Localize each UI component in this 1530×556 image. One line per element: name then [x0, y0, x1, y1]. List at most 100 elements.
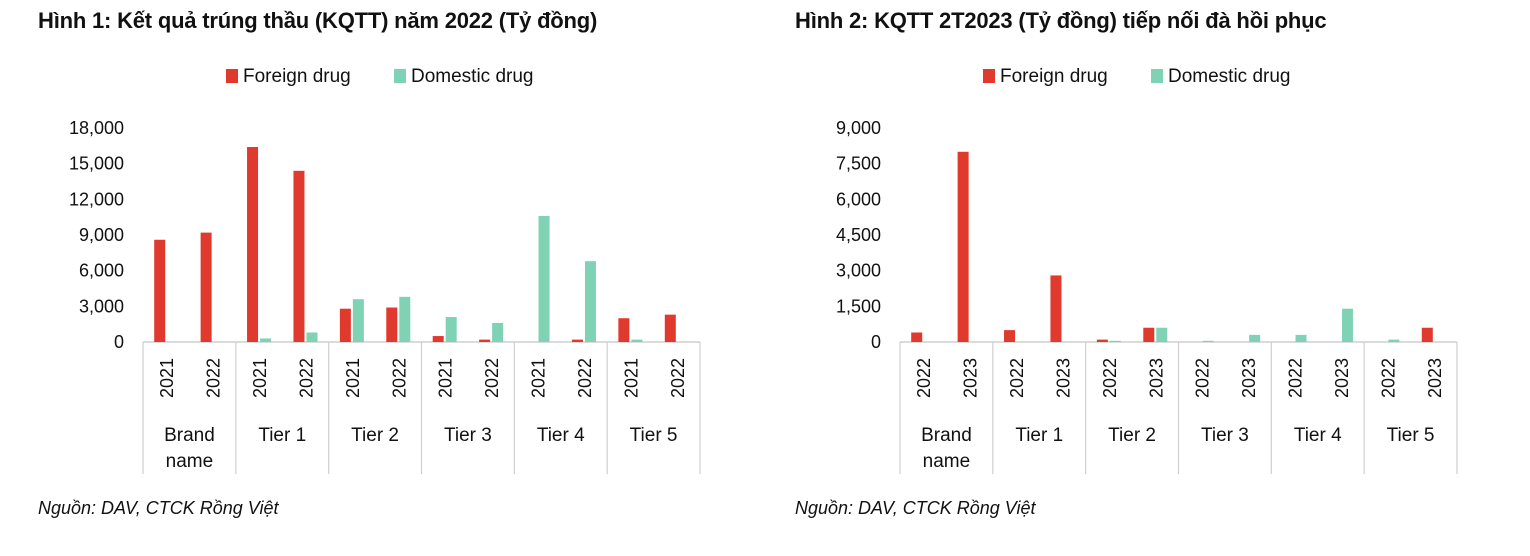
bar-domestic-drug-tier-4-2023	[1341, 308, 1353, 342]
y-tick-label: 12,000	[69, 189, 124, 209]
bar-foreign-drug-tier-5-2022	[664, 314, 676, 342]
legend-label-domestic-drug: Domestic drug	[411, 66, 534, 87]
bar-foreign-drug-tier-5-2023	[1421, 327, 1433, 342]
x-group-label: Brand	[164, 425, 215, 446]
bar-foreign-drug-tier-5-2021	[618, 318, 630, 342]
x-tick-year-label: 2022	[482, 358, 502, 398]
x-group-label: Tier 2	[351, 425, 399, 446]
legend-label-foreign-drug: Foreign drug	[243, 66, 351, 87]
bar-domestic-drug-tier-4-2022	[1295, 334, 1307, 342]
y-tick-label: 15,000	[69, 154, 124, 174]
bar-foreign-drug-tier-3-2022	[479, 339, 491, 342]
y-tick-label: 1,500	[836, 296, 881, 316]
bar-foreign-drug-tier-2-2022	[386, 307, 398, 342]
x-group-label: Tier 1	[1015, 425, 1063, 446]
x-tick-year-label: 2021	[157, 358, 177, 398]
x-tick-year-label: 2022	[1193, 358, 1213, 398]
bar-foreign-drug-tier-1-2022	[1004, 330, 1016, 342]
bar-domestic-drug-tier-4-2022	[584, 261, 596, 342]
legend-label-domestic-drug: Domestic drug	[1168, 66, 1291, 87]
x-tick-year-label: 2022	[668, 358, 688, 398]
bar-foreign-drug-tier-4-2022	[571, 339, 583, 342]
x-tick-year-label: 2021	[343, 358, 363, 398]
x-group-label: Tier 4	[537, 425, 585, 446]
x-tick-year-label: 2021	[436, 358, 456, 398]
bar-foreign-drug-brand-name-2021	[154, 239, 166, 342]
x-tick-year-label: 2023	[1146, 358, 1166, 398]
y-tick-label: 0	[871, 332, 881, 352]
bar-chart-svg: Foreign drug Domestic drug 18,000 15,000 12,…	[69, 66, 701, 474]
y-tick-label: 6,000	[79, 261, 124, 281]
x-group-label: Tier 3	[1201, 425, 1249, 446]
y-tick-label: 6,000	[836, 189, 881, 209]
x-tick-year-label: 2022	[389, 358, 409, 398]
x-tick-year-label: 2021	[529, 358, 549, 398]
x-group-label: name	[166, 451, 214, 472]
y-tick-label: 9,000	[79, 225, 124, 245]
x-group-label: Tier 5	[1387, 425, 1435, 446]
legend-swatch-domestic-drug	[1151, 69, 1163, 83]
chart-source: Nguồn: DAV, CTCK Rồng Việt	[38, 498, 279, 518]
bar-domestic-drug-tier-1-2022	[306, 332, 318, 342]
bar-domestic-drug-tier-3-2023	[1249, 334, 1261, 342]
y-tick-label: 3,000	[79, 296, 124, 316]
bar-foreign-drug-tier-3-2021	[432, 336, 444, 342]
bar-domestic-drug-tier-1-2021	[260, 338, 272, 342]
x-tick-year-label: 2023	[1239, 358, 1259, 398]
bar-domestic-drug-tier-2-2022	[399, 296, 411, 342]
bar-domestic-drug-tier-3-2022	[492, 322, 504, 342]
y-tick-label: 7,500	[836, 154, 881, 174]
bar-domestic-drug-tier-3-2021	[445, 317, 457, 342]
chart-source: Nguồn: DAV, CTCK Rồng Việt	[795, 498, 1036, 518]
x-tick-year-label: 2022	[296, 358, 316, 398]
bar-foreign-drug-tier-1-2023	[1050, 275, 1062, 342]
legend-label-foreign-drug: Foreign drug	[1000, 66, 1108, 87]
bar-foreign-drug-tier-2-2023	[1143, 327, 1155, 342]
bar-domestic-drug-tier-5-2021	[631, 339, 643, 342]
chart-title: Hình 2: KQTT 2T2023 (Tỷ đồng) tiếp nối đ…	[795, 8, 1327, 33]
bar-foreign-drug-tier-2-2022	[1096, 339, 1108, 342]
x-tick-year-label: 2023	[1425, 358, 1445, 398]
legend-swatch-domestic-drug	[394, 69, 406, 83]
bar-domestic-drug-tier-2-2023	[1156, 327, 1168, 342]
y-tick-label: 4,500	[836, 225, 881, 245]
x-tick-year-label: 2022	[575, 358, 595, 398]
y-tick-label: 18,000	[69, 118, 124, 138]
chart-title: Hình 1: Kết quả trúng thầu (KQTT) năm 20…	[38, 8, 598, 33]
y-tick-label: 0	[114, 332, 124, 352]
x-tick-year-label: 2023	[961, 358, 981, 398]
x-group-label: Tier 2	[1108, 425, 1156, 446]
bar-domestic-drug-tier-3-2022	[1202, 340, 1214, 342]
bar-foreign-drug-tier-2-2021	[339, 308, 351, 342]
y-tick-label: 3,000	[836, 261, 881, 281]
x-group-label: Tier 1	[258, 425, 306, 446]
x-tick-year-label: 2021	[621, 358, 641, 398]
x-tick-year-label: 2022	[1100, 358, 1120, 398]
x-tick-year-label: 2022	[1007, 358, 1027, 398]
legend-swatch-foreign-drug	[226, 69, 238, 83]
x-group-label: Tier 5	[630, 425, 678, 446]
x-tick-year-label: 2023	[1332, 358, 1352, 398]
bar-foreign-drug-brand-name-2022	[200, 232, 212, 342]
chart-panel-1: Hình 1: Kết quả trúng thầu (KQTT) năm 20…	[38, 0, 778, 556]
bar-foreign-drug-brand-name-2023	[957, 151, 969, 342]
x-group-label: Tier 4	[1294, 425, 1342, 446]
x-tick-year-label: 2022	[914, 358, 934, 398]
chart-panel-2: Hình 2: KQTT 2T2023 (Tỷ đồng) tiếp nối đ…	[795, 0, 1530, 556]
bar-foreign-drug-brand-name-2022	[911, 332, 923, 342]
x-tick-year-label: 2023	[1053, 358, 1073, 398]
x-group-label: name	[923, 451, 971, 472]
bar-chart-svg: Foreign drug Domestic drug 9,000 7,500 6,000…	[836, 66, 1458, 474]
x-tick-year-label: 2022	[1286, 358, 1306, 398]
legend-swatch-foreign-drug	[983, 69, 995, 83]
x-group-label: Tier 3	[444, 425, 492, 446]
x-tick-year-label: 2022	[204, 358, 224, 398]
bar-domestic-drug-tier-4-2021	[538, 215, 550, 342]
bar-domestic-drug-tier-5-2022	[1388, 339, 1400, 342]
x-tick-year-label: 2022	[1378, 358, 1398, 398]
bar-foreign-drug-tier-1-2022	[293, 170, 305, 342]
x-group-label: Brand	[921, 425, 972, 446]
bar-domestic-drug-tier-2-2021	[352, 299, 364, 342]
y-tick-label: 9,000	[836, 118, 881, 138]
bar-foreign-drug-tier-1-2021	[247, 147, 259, 342]
